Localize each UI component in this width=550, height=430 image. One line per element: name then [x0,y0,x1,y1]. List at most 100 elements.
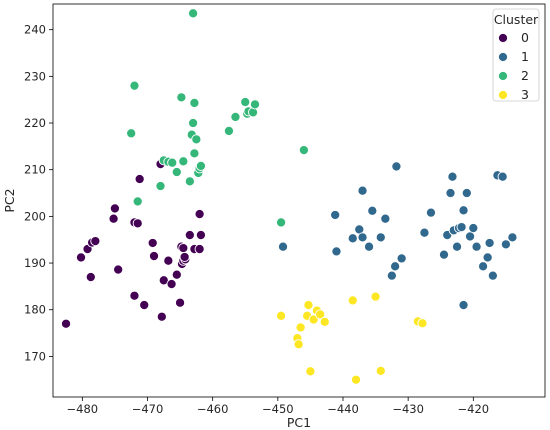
legend-marker-1 [497,51,509,63]
cluster-3-point [315,309,326,320]
cluster-2-point [129,80,140,91]
cluster-3-point [293,339,304,350]
cluster-2-point [155,180,166,192]
cluster-1-point [471,241,482,252]
cluster-1-point [500,239,511,250]
cluster-1-point [445,187,456,199]
y-tick-label: 190 [24,256,46,270]
cluster-1-point [497,171,508,182]
x-tick-label: −420 [458,402,490,416]
cluster-0-point [178,243,189,254]
cluster-0-point [156,311,167,322]
cluster-0-point [113,264,124,275]
cluster-1-point [331,246,342,257]
cluster-1-point [484,237,495,249]
cluster-2-point [189,148,200,159]
y-tick-label: 210 [24,163,46,177]
cluster-1-point [277,241,289,252]
cluster-1-point [482,252,493,263]
cluster-0-point [132,218,143,229]
cluster-1-point [458,299,469,311]
legend-marker-2 [497,70,509,82]
cluster-3-point [308,314,319,325]
cluster-2-point [132,196,143,207]
cluster-0-point [184,229,195,241]
cluster-1-point [347,233,358,244]
x-tick-label: −470 [132,402,164,416]
cluster-3-point [276,310,287,321]
cluster-0-point [75,252,87,263]
cluster-3-point [295,322,306,333]
cluster-3-point [370,291,381,302]
cluster-0-point [163,255,174,266]
points-layer [60,8,518,385]
y-tick-label: 200 [24,209,46,223]
x-tick-label: −450 [262,402,294,416]
cluster-1-point [391,161,402,172]
x-tick-label: −430 [392,402,424,416]
cluster-1-point [447,171,458,182]
cluster-1-point [458,205,469,216]
cluster-0-point [194,243,205,255]
x-axis-label: PC1 [287,415,311,430]
cluster-0-point [147,237,158,249]
legend-items: 0 1 2 3 [497,30,529,102]
y-tick-label: 240 [24,23,46,37]
legend-marker-0 [497,32,509,44]
y-tick-label: 230 [24,69,46,83]
cluster-3-point [347,295,358,306]
cluster-0-point [148,250,160,262]
cluster-0-point [139,299,150,311]
cluster-2-point [191,134,202,145]
cluster-0-point [134,173,145,185]
cluster-0-point [90,236,101,247]
cluster-0-point [129,290,140,301]
plot-frame [52,3,546,398]
cluster-1-point [386,270,397,281]
legend-label-1: 1 [521,49,529,64]
cluster-2-point [184,176,195,187]
cluster-2-point [171,166,182,178]
cluster-1-point [478,261,489,272]
y-tick-label: 180 [24,303,46,317]
cluster-3-point [319,316,330,327]
x-tick-label: −480 [67,402,99,416]
cluster-1-point [330,209,341,221]
cluster-1-point [456,222,467,233]
cluster-2-point [188,8,199,19]
cluster-0-point [195,229,206,241]
cluster-1-point [363,241,375,252]
legend-label-2: 2 [521,68,529,83]
cluster-1-point [438,249,450,260]
legend: Cluster 0 1 2 3 [492,8,540,102]
cluster-1-point [425,207,437,218]
legend-label-3: 3 [521,87,529,102]
y-tick-label: 170 [24,349,46,363]
cluster-0-point [179,251,190,263]
cluster-3-point [417,318,428,329]
cluster-2-point [240,96,251,108]
cluster-3-point [350,374,362,385]
cluster-3-point [303,299,314,311]
cluster-0-point [194,208,205,220]
cluster-2-point [126,128,137,139]
cluster-1-point [487,270,498,281]
cluster-1-point [367,205,378,216]
cluster-2-point [223,125,234,136]
cluster-1-point [461,187,472,199]
legend-label-0: 0 [521,30,529,45]
cluster-2-point [249,99,261,110]
cluster-2-point [167,157,178,168]
cluster-2-point [195,160,206,172]
cluster-1-point [380,213,391,224]
cluster-0-point [108,213,119,224]
cluster-2-point [178,156,189,167]
x-tick-label: −460 [197,402,229,416]
cluster-0-point [171,269,182,280]
cluster-1-point [451,241,463,252]
axis-ticks: −480 −470 −460 −450 −440 −430 −420 170 180 190 200… [24,23,489,416]
cluster-1-point [390,261,401,272]
cluster-2-point [298,145,309,156]
cluster-3-point [305,366,316,377]
